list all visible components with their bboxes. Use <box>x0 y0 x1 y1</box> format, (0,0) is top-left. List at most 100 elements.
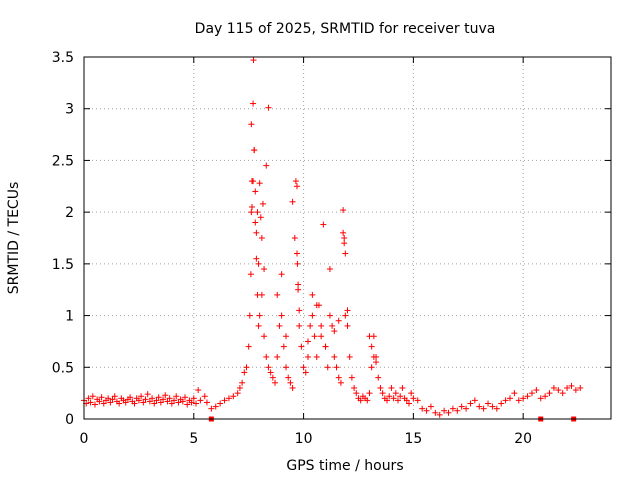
data-point <box>520 395 527 402</box>
data-point <box>313 353 320 360</box>
x-tick-label: 5 <box>189 431 198 447</box>
data-point <box>122 399 129 406</box>
data-point <box>366 390 373 397</box>
data-point <box>568 382 575 389</box>
data-point <box>302 369 309 376</box>
data-point <box>225 395 232 402</box>
data-point <box>408 390 415 397</box>
data-point <box>335 317 342 324</box>
data-point <box>267 369 274 376</box>
data-point <box>142 396 149 403</box>
data-point <box>250 178 257 185</box>
data-point <box>353 390 360 397</box>
data-point <box>188 399 195 406</box>
data-point <box>370 353 377 360</box>
data-point <box>463 405 470 412</box>
y-tick-label: 2.5 <box>52 153 74 169</box>
data-point <box>390 395 397 402</box>
data-point <box>257 214 264 221</box>
data-point <box>300 364 307 371</box>
data-point <box>107 399 114 406</box>
data-point <box>252 188 259 195</box>
data-point <box>489 403 496 410</box>
data-point <box>386 393 393 400</box>
data-point <box>138 393 145 400</box>
data-point <box>564 384 571 391</box>
y-tick-label: 1 <box>65 309 74 325</box>
data-point <box>144 391 151 398</box>
data-point <box>248 209 255 216</box>
data-point <box>333 364 340 371</box>
data-point <box>436 411 443 418</box>
data-point <box>331 328 338 335</box>
data-point <box>388 384 395 391</box>
data-point <box>283 333 290 340</box>
y-axis-label: SRMTID / TECUs <box>6 182 22 295</box>
data-point <box>309 291 316 298</box>
data-point <box>265 104 272 111</box>
data-point <box>493 405 500 412</box>
data-point <box>502 397 509 404</box>
data-point <box>304 353 311 360</box>
data-point <box>212 403 219 410</box>
y-tick-label: 3 <box>65 102 74 118</box>
data-point <box>89 393 96 400</box>
data-point <box>217 400 224 407</box>
data-point <box>304 338 311 345</box>
data-point <box>230 393 237 400</box>
data-point <box>427 403 434 410</box>
data-point <box>454 407 461 414</box>
data-point <box>109 396 116 403</box>
x-tick-label: 15 <box>404 431 422 447</box>
data-point <box>341 240 348 247</box>
data-point <box>537 395 544 402</box>
data-point <box>203 399 210 406</box>
data-point <box>164 398 171 405</box>
data-point <box>105 395 112 402</box>
data-point <box>373 359 380 366</box>
data-point <box>259 200 266 207</box>
data-point <box>265 364 272 371</box>
data-point <box>397 393 404 400</box>
data-point <box>248 203 255 210</box>
data-point <box>293 250 300 257</box>
data-point <box>449 405 456 412</box>
data-point <box>276 322 283 329</box>
data-point <box>572 387 579 394</box>
data-point <box>375 374 382 381</box>
data-point <box>255 260 262 267</box>
data-point <box>377 384 384 391</box>
data-point <box>289 384 296 391</box>
data-point <box>341 235 348 241</box>
data-point <box>127 394 134 401</box>
data-point <box>146 398 153 405</box>
data-point <box>283 364 290 371</box>
data-point <box>254 291 261 298</box>
data-point <box>208 405 215 412</box>
data-point <box>263 353 270 360</box>
data-point <box>324 364 331 371</box>
data-point <box>280 343 287 350</box>
data-point <box>335 374 342 381</box>
data-point <box>318 333 325 340</box>
data-point <box>131 400 138 407</box>
data-points <box>81 57 584 418</box>
data-point <box>272 379 279 386</box>
data-point <box>340 207 347 214</box>
data-point <box>342 250 349 257</box>
data-point <box>550 384 557 391</box>
data-point <box>368 343 375 350</box>
ticks <box>83 56 611 420</box>
data-point <box>184 401 191 408</box>
data-point <box>313 302 320 309</box>
data-point <box>542 393 549 400</box>
data-point <box>403 397 410 404</box>
data-point <box>98 394 105 401</box>
data-point <box>291 235 298 241</box>
data-point <box>292 178 299 185</box>
data-point <box>546 390 553 397</box>
data-point <box>329 322 336 329</box>
data-point <box>173 393 180 400</box>
data-point <box>296 307 303 314</box>
y-tick-label: 2 <box>65 205 74 221</box>
